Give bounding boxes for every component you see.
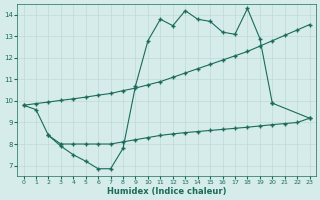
X-axis label: Humidex (Indice chaleur): Humidex (Indice chaleur) (107, 187, 226, 196)
